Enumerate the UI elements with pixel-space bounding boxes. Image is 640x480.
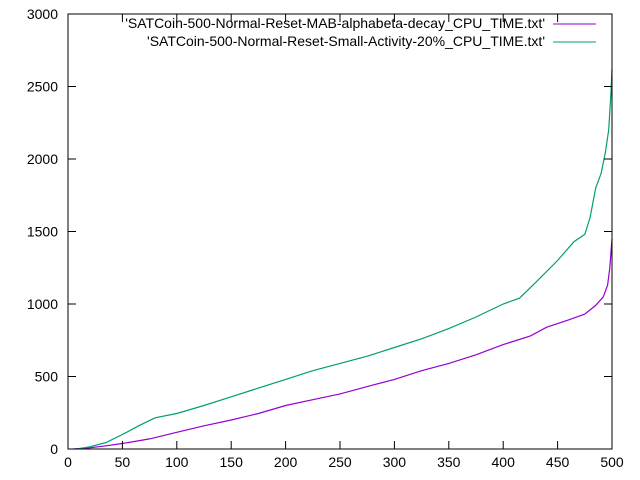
series-layer — [73, 69, 613, 450]
y-tick-label: 3000 — [27, 6, 58, 22]
x-tick-label: 200 — [274, 454, 298, 470]
y-tick-label: 1000 — [27, 296, 58, 312]
legend: 'SATCoin-500-Normal-Reset-MAB-alphabeta-… — [125, 15, 596, 49]
x-tick-label: 50 — [115, 454, 131, 470]
series-line-1 — [73, 238, 613, 450]
x-tick-label: 400 — [492, 454, 516, 470]
y-tick-label: 2500 — [27, 79, 58, 95]
plot-frame — [67, 13, 613, 450]
x-tick-label: 100 — [165, 454, 189, 470]
x-tick-label: 150 — [220, 454, 244, 470]
axis-ticks: 0 50 100 150 200 250 300 350 400 450 500 0 500 1000 15… — [27, 6, 624, 470]
legend-label-series-2: 'SATCoin-500-Normal-Reset-Small-Activity… — [147, 33, 545, 49]
x-tick-label: 500 — [600, 454, 624, 470]
x-tick-label: 350 — [437, 454, 461, 470]
y-tick-label: 1500 — [27, 224, 58, 240]
series-line-2 — [76, 69, 613, 450]
x-tick-label: 250 — [328, 454, 352, 470]
x-tick-label: 300 — [383, 454, 407, 470]
legend-label-series-1: 'SATCoin-500-Normal-Reset-MAB-alphabeta-… — [125, 15, 545, 31]
y-tick-label: 500 — [35, 369, 59, 385]
x-tick-label: 450 — [546, 454, 570, 470]
y-tick-label: 0 — [50, 441, 58, 457]
y-tick-label: 2000 — [27, 151, 58, 167]
x-tick-label: 0 — [64, 454, 72, 470]
